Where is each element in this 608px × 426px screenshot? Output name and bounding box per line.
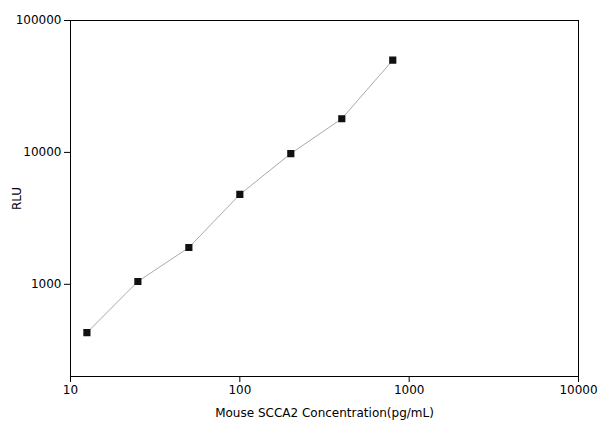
svg-text:100000: 100000 — [16, 13, 62, 27]
svg-text:10000: 10000 — [23, 145, 61, 159]
svg-text:10: 10 — [63, 383, 78, 397]
svg-text:1000: 1000 — [394, 383, 425, 397]
svg-text:100: 100 — [228, 383, 251, 397]
svg-text:1000: 1000 — [31, 277, 62, 291]
svg-text:Mouse SCCA2 Concentration(pg/m: Mouse SCCA2 Concentration(pg/mL) — [215, 406, 434, 420]
svg-text:10000: 10000 — [559, 383, 597, 397]
svg-text:RLU: RLU — [10, 187, 24, 210]
